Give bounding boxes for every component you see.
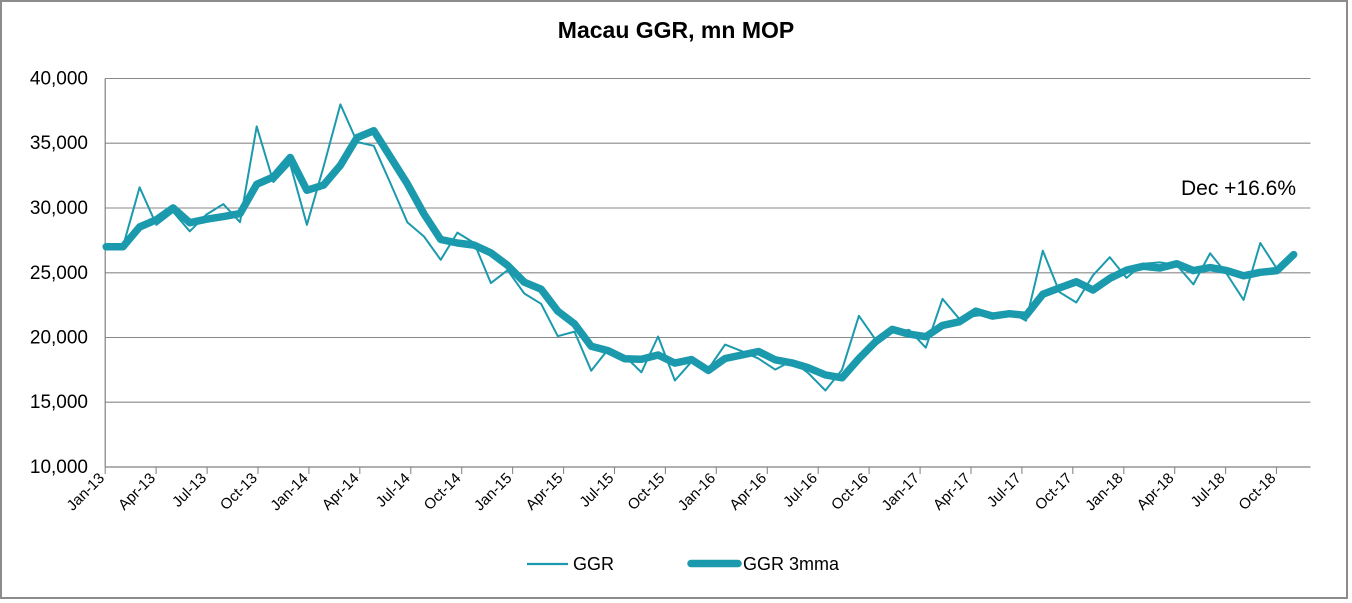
svg-text:Jul-14: Jul-14 <box>373 470 414 511</box>
svg-text:30,000: 30,000 <box>30 198 88 219</box>
svg-text:15,000: 15,000 <box>30 392 88 413</box>
svg-text:25,000: 25,000 <box>30 263 88 284</box>
svg-text:Oct-16: Oct-16 <box>828 470 872 514</box>
svg-text:Jan-15: Jan-15 <box>471 470 515 514</box>
svg-text:GGR 3mma: GGR 3mma <box>743 554 840 574</box>
svg-text:Oct-13: Oct-13 <box>217 470 261 514</box>
svg-text:Oct-14: Oct-14 <box>421 470 465 514</box>
svg-text:Jul-13: Jul-13 <box>169 470 210 511</box>
svg-text:Apr-14: Apr-14 <box>319 470 363 514</box>
svg-text:GGR: GGR <box>573 554 614 574</box>
svg-text:Oct-18: Oct-18 <box>1235 470 1279 514</box>
svg-text:Jul-15: Jul-15 <box>576 470 617 511</box>
svg-text:20,000: 20,000 <box>30 328 88 349</box>
svg-text:40,000: 40,000 <box>30 69 88 90</box>
svg-text:Jan-14: Jan-14 <box>267 470 311 514</box>
svg-text:Apr-17: Apr-17 <box>930 470 974 514</box>
svg-text:Apr-15: Apr-15 <box>523 470 567 514</box>
svg-text:Oct-17: Oct-17 <box>1032 470 1076 514</box>
svg-text:Jan-17: Jan-17 <box>878 470 922 514</box>
svg-text:Jul-16: Jul-16 <box>780 470 821 511</box>
svg-text:Apr-13: Apr-13 <box>115 470 159 514</box>
svg-text:Jan-16: Jan-16 <box>675 470 719 514</box>
svg-text:35,000: 35,000 <box>30 133 88 154</box>
svg-text:Oct-15: Oct-15 <box>624 470 668 514</box>
svg-text:Dec +16.6%: Dec +16.6% <box>1181 177 1296 200</box>
svg-text:Apr-16: Apr-16 <box>726 470 770 514</box>
svg-text:10,000: 10,000 <box>30 457 88 478</box>
svg-text:Jul-18: Jul-18 <box>1188 470 1229 511</box>
svg-text:Apr-18: Apr-18 <box>1134 470 1178 514</box>
svg-text:Jul-17: Jul-17 <box>984 470 1025 511</box>
svg-text:Jan-18: Jan-18 <box>1082 470 1126 514</box>
